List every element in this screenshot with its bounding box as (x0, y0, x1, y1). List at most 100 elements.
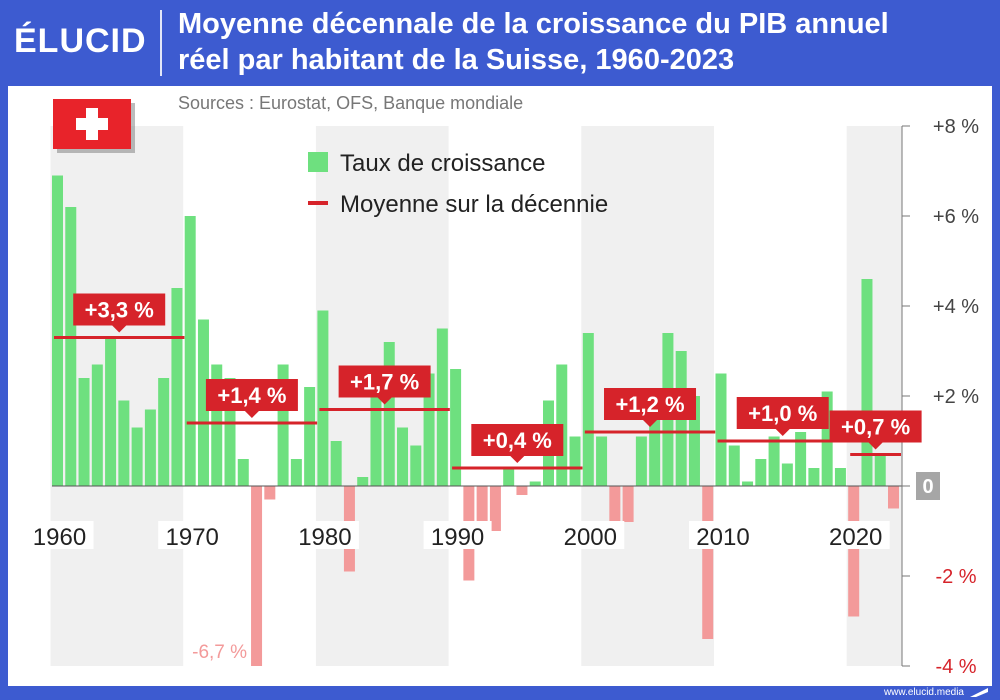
x-tick-label: 2020 (829, 524, 882, 551)
header: ÉLUCID Moyenne décennale de la croissanc… (0, 0, 1000, 86)
bar-1965 (118, 400, 130, 486)
y-tick-label: 0 (922, 476, 933, 498)
bar-2002 (609, 486, 621, 522)
chart-panel: +8 % +6 % +4 % +2 % 0 -2 % -4 % 1960 1970 1980 199… (8, 86, 992, 686)
bar-2004 (635, 436, 647, 486)
average-label: +1,7 % (350, 370, 419, 395)
bar-1962 (78, 378, 90, 486)
bar-1967 (144, 409, 156, 486)
average-callout-box (829, 410, 922, 443)
bar-1989 (436, 328, 448, 486)
bar-2011 (728, 445, 740, 486)
average-callout-pointer (244, 411, 259, 418)
bar-1978 (290, 459, 302, 486)
title-line-1: Moyenne décennale de la croissance du PI… (178, 8, 889, 40)
average-callout-box (604, 388, 697, 420)
average-label: +3,3 % (85, 298, 154, 323)
bar-2010 (715, 373, 727, 486)
legend-swatch-growth (308, 152, 328, 172)
bar-1983 (357, 477, 369, 486)
bar-2003 (622, 486, 634, 522)
average-label: +1,4 % (217, 383, 286, 408)
x-tick-label-bg (689, 521, 757, 549)
elucid-logo: ÉLUCID (14, 22, 147, 60)
bar-1999 (569, 436, 581, 486)
bar-2009 (702, 486, 714, 639)
average-callout-pointer (643, 420, 658, 427)
x-tick-label: 1980 (298, 524, 351, 551)
average-callout-pointer (868, 442, 883, 450)
bar-1988 (423, 373, 435, 486)
bar-2019 (834, 468, 846, 486)
bar-1968 (158, 378, 170, 486)
average-label: +0,7 % (841, 415, 910, 440)
bar-2018 (821, 391, 833, 486)
legend-label-average: Moyenne sur la décennie (340, 191, 608, 218)
bar-1992 (476, 486, 488, 522)
bar-2020 (848, 486, 860, 617)
flag-cross-horizontal (76, 118, 108, 130)
average-callout-box (736, 397, 829, 429)
title-line-2: réel par habitant de la Suisse, 1960-202… (178, 44, 735, 76)
x-tick-label-bg (556, 521, 625, 549)
x-tick-label: 2000 (564, 524, 617, 551)
bar-1976 (264, 486, 276, 500)
bar-chart: +8 % +6 % +4 % +2 % 0 -2 % -4 % 1960 1970 1980 199… (25, 93, 979, 678)
y-tick-label: +4 % (933, 296, 979, 318)
bar-1974 (237, 459, 249, 486)
average-callout-pointer (775, 429, 790, 436)
x-tick-label-bg (821, 521, 890, 549)
y-tick-label: +6 % (933, 206, 979, 228)
bar-1984 (370, 369, 382, 486)
y-tick-label: -2 % (935, 566, 976, 588)
bar-2015 (781, 463, 793, 486)
average-callout-pointer (112, 325, 127, 333)
x-tick-label-bg (158, 521, 227, 549)
bar-1995 (516, 486, 528, 495)
bar-2014 (768, 436, 780, 486)
y-tick-label: +2 % (933, 386, 979, 408)
y-tick-label: +8 % (933, 116, 979, 138)
average-label: +1,0 % (748, 401, 817, 426)
average-callout-pointer (510, 456, 525, 463)
bar-2005 (649, 405, 661, 486)
bar-2016 (795, 432, 807, 486)
bar-1980 (317, 310, 329, 486)
bar-1966 (131, 427, 143, 486)
x-tick-label: 1960 (33, 524, 86, 551)
bar-2012 (742, 481, 754, 486)
x-tick-label: 2010 (696, 524, 749, 551)
bar-1985 (383, 342, 395, 486)
bar-2021 (861, 279, 873, 486)
bar-1971 (197, 319, 209, 486)
bar-1977 (277, 364, 289, 486)
bar-1960 (52, 175, 63, 486)
x-tick-label: 1990 (431, 524, 484, 551)
swiss-flag-icon (53, 99, 135, 153)
y-tick-label: -4 % (935, 656, 976, 678)
average-label: +1,2 % (615, 392, 684, 417)
elucid-mark-icon (970, 688, 988, 697)
zero-label-box (916, 472, 940, 500)
bar-1973 (224, 378, 236, 486)
bar-1969 (171, 288, 183, 486)
bar-2017 (808, 468, 820, 486)
average-callout-pointer (377, 397, 392, 405)
bar-1981 (330, 441, 342, 486)
legend-label-growth: Taux de croissance (340, 150, 545, 177)
average-callout-box (73, 293, 166, 326)
x-tick-label: 1970 (166, 524, 219, 551)
footer-url: www.elucid.media (883, 687, 964, 698)
bar-1975 (251, 486, 263, 666)
bar-2000 (582, 333, 594, 486)
x-tick-label-bg (25, 521, 94, 549)
bar-2022 (874, 454, 886, 486)
bar-1963 (91, 364, 103, 486)
bar-1986 (397, 427, 409, 486)
x-tick-label-bg (290, 521, 359, 549)
bar-1961 (65, 207, 77, 486)
source-text: Sources : Eurostat, OFS, Banque mondiale (178, 93, 523, 113)
bar-2013 (755, 459, 767, 486)
bar-1964 (105, 337, 117, 486)
bar-2023 (888, 486, 900, 509)
